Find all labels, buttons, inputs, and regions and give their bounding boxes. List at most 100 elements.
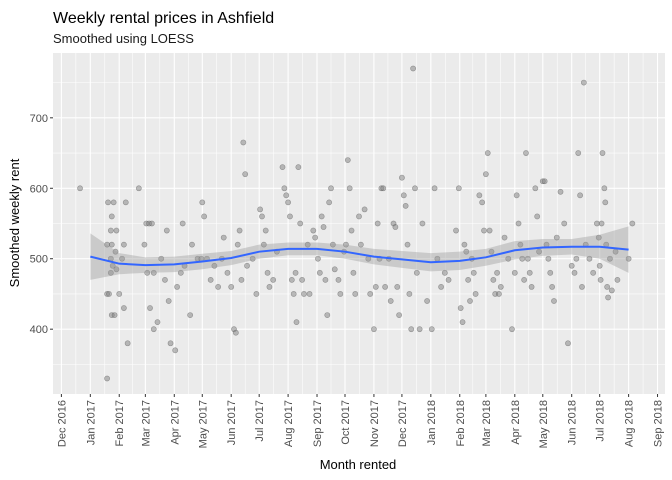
x-tick-label: Feb 2018	[455, 400, 467, 446]
data-point	[112, 248, 119, 255]
x-tick-label: Apr 2018	[510, 400, 522, 445]
data-point	[211, 262, 218, 269]
data-point	[575, 150, 582, 156]
data-point	[568, 262, 575, 269]
data-point	[607, 255, 613, 262]
data-point	[167, 340, 174, 347]
data-point	[199, 199, 206, 206]
data-point	[150, 326, 157, 333]
minor-gridlines	[53, 53, 665, 394]
data-point	[165, 298, 172, 304]
x-tick-label: Jun 2018	[567, 400, 579, 445]
data-point	[260, 241, 267, 248]
data-point	[408, 326, 415, 333]
data-point	[551, 298, 557, 304]
data-point	[561, 220, 568, 227]
data-point	[162, 276, 168, 283]
data-point	[312, 234, 319, 241]
data-point	[400, 192, 407, 199]
data-point	[545, 255, 552, 262]
data-point	[513, 192, 520, 199]
data-point	[394, 284, 401, 290]
data-point	[505, 255, 512, 262]
data-point	[459, 319, 466, 326]
data-point	[511, 269, 518, 276]
data-point	[301, 291, 307, 297]
data-point	[331, 266, 338, 273]
data-point	[467, 298, 473, 304]
data-point	[595, 234, 602, 241]
data-point	[144, 269, 151, 276]
data-point	[172, 347, 179, 354]
data-point	[148, 220, 155, 227]
data-point	[445, 276, 452, 283]
data-point	[488, 248, 495, 255]
data-point	[625, 255, 632, 262]
data-point	[461, 241, 468, 248]
data-point	[463, 248, 470, 255]
data-point	[580, 79, 587, 86]
major-gridlines	[53, 53, 665, 394]
data-point	[536, 248, 542, 255]
loess-line	[90, 245, 629, 267]
data-point	[240, 139, 247, 146]
data-point	[604, 284, 611, 290]
x-tick-label: Mar 2017	[140, 400, 152, 446]
chart-title: Weekly rental prices in Ashfield	[53, 10, 274, 27]
x-tick-label: Jul 2017	[254, 400, 266, 442]
data-point	[577, 192, 584, 199]
data-point	[242, 171, 249, 178]
data-point	[337, 291, 344, 297]
data-point	[77, 185, 83, 192]
y-tick-label: 700	[30, 113, 48, 125]
data-point	[412, 185, 418, 192]
data-point	[292, 269, 299, 276]
x-tick-label: Aug 2017	[283, 400, 295, 447]
data-point	[590, 269, 597, 276]
data-point	[104, 375, 111, 382]
data-point	[163, 227, 170, 234]
data-point	[244, 262, 250, 269]
data-point	[107, 227, 114, 234]
data-point	[526, 269, 533, 276]
data-point	[234, 241, 241, 248]
data-point	[348, 227, 355, 234]
data-point	[315, 255, 321, 262]
data-point	[108, 241, 115, 248]
data-point	[158, 255, 165, 262]
data-point	[257, 206, 264, 213]
data-point	[602, 199, 609, 206]
data-point	[534, 213, 541, 220]
data-point	[490, 276, 497, 283]
data-point	[304, 241, 311, 248]
data-point	[111, 312, 118, 318]
data-point	[189, 241, 195, 248]
data-point	[441, 269, 448, 276]
x-tick-label: Jun 2017	[226, 400, 238, 445]
data-point	[573, 255, 580, 262]
x-tick-label: Mar 2018	[481, 400, 493, 446]
data-point	[547, 269, 554, 276]
data-point	[597, 276, 604, 283]
data-point	[283, 192, 290, 199]
data-point	[509, 326, 515, 333]
data-point	[119, 255, 125, 262]
data-point	[596, 262, 603, 269]
data-point	[105, 199, 111, 206]
data-point	[519, 255, 526, 262]
data-point	[532, 185, 539, 192]
data-point	[496, 291, 502, 297]
data-point	[486, 227, 493, 234]
data-point	[329, 241, 336, 248]
x-tick-label: Nov 2017	[369, 400, 381, 447]
data-point	[481, 227, 487, 234]
data-point	[320, 224, 327, 230]
x-tick-label: Jul 2018	[595, 400, 607, 442]
data-point	[344, 157, 351, 163]
data-point	[431, 185, 438, 192]
x-tick-label: Dec 2017	[397, 400, 409, 447]
data-point	[413, 269, 420, 276]
data-point	[124, 340, 131, 347]
data-point	[108, 213, 115, 220]
data-point	[264, 269, 271, 276]
